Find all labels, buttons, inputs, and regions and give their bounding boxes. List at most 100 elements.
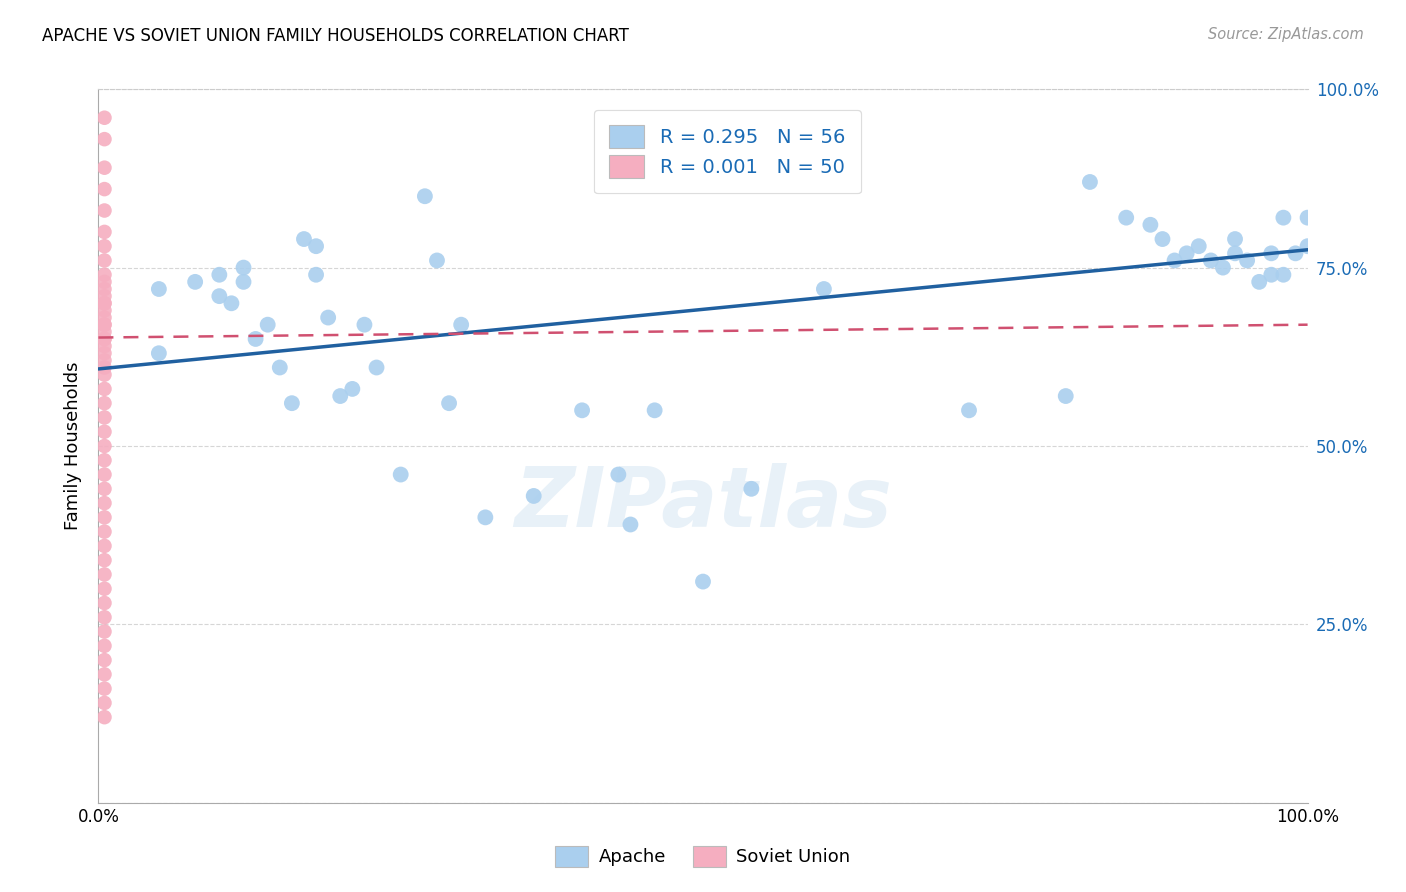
Point <box>1223 232 1246 246</box>
Point <box>1284 246 1306 260</box>
Point <box>93 496 115 510</box>
Point <box>93 296 115 310</box>
Point <box>93 596 115 610</box>
Point <box>305 268 328 282</box>
Point <box>93 303 115 318</box>
Point <box>93 360 115 375</box>
Point <box>413 189 436 203</box>
Point <box>1296 211 1319 225</box>
Point <box>93 382 115 396</box>
Point <box>93 318 115 332</box>
Point <box>619 517 641 532</box>
Point <box>93 453 115 467</box>
Point <box>93 624 115 639</box>
Point <box>740 482 762 496</box>
Point <box>93 310 115 325</box>
Point <box>342 382 364 396</box>
Legend: R = 0.295   N = 56, R = 0.001   N = 50: R = 0.295 N = 56, R = 0.001 N = 50 <box>593 110 860 194</box>
Point <box>437 396 460 410</box>
Point <box>93 182 115 196</box>
Point <box>1272 211 1295 225</box>
Point <box>1115 211 1137 225</box>
Point <box>1249 275 1271 289</box>
Point <box>93 567 115 582</box>
Point <box>232 260 254 275</box>
Text: APACHE VS SOVIET UNION FAMILY HOUSEHOLDS CORRELATION CHART: APACHE VS SOVIET UNION FAMILY HOUSEHOLDS… <box>42 27 628 45</box>
Point <box>269 360 291 375</box>
Text: Source: ZipAtlas.com: Source: ZipAtlas.com <box>1208 27 1364 42</box>
Point <box>184 275 207 289</box>
Point <box>644 403 666 417</box>
Point <box>93 653 115 667</box>
Point <box>957 403 980 417</box>
Point <box>692 574 714 589</box>
Point <box>93 161 115 175</box>
Point <box>245 332 267 346</box>
Point <box>1163 253 1185 268</box>
Point <box>93 524 115 539</box>
Point <box>607 467 630 482</box>
Point <box>93 396 115 410</box>
Point <box>93 539 115 553</box>
Point <box>305 239 328 253</box>
Point <box>93 325 115 339</box>
Point <box>93 467 115 482</box>
Point <box>571 403 593 417</box>
Point <box>93 318 115 332</box>
Point <box>93 410 115 425</box>
Point <box>93 268 115 282</box>
Point <box>93 368 115 382</box>
Point <box>148 282 170 296</box>
Point <box>1078 175 1101 189</box>
Point <box>1054 389 1077 403</box>
Point <box>221 296 243 310</box>
Point <box>1139 218 1161 232</box>
Legend: Apache, Soviet Union: Apache, Soviet Union <box>548 838 858 874</box>
Point <box>1152 232 1174 246</box>
Point <box>813 282 835 296</box>
Point <box>93 332 115 346</box>
Point <box>93 681 115 696</box>
Point <box>93 239 115 253</box>
Point <box>523 489 546 503</box>
Point <box>93 203 115 218</box>
Point <box>281 396 304 410</box>
Point <box>208 289 231 303</box>
Point <box>93 332 115 346</box>
Point <box>93 482 115 496</box>
Point <box>1212 260 1234 275</box>
Point <box>93 111 115 125</box>
Point <box>93 289 115 303</box>
Point <box>316 310 339 325</box>
Point <box>1223 246 1246 260</box>
Point <box>389 467 412 482</box>
Point <box>93 425 115 439</box>
Point <box>1199 253 1222 268</box>
Text: ZIPatlas: ZIPatlas <box>515 463 891 543</box>
Point <box>1236 253 1258 268</box>
Y-axis label: Family Households: Family Households <box>65 362 83 530</box>
Point <box>292 232 315 246</box>
Point <box>93 339 115 353</box>
Point <box>208 268 231 282</box>
Point <box>450 318 472 332</box>
Point <box>93 132 115 146</box>
Point <box>366 360 388 375</box>
Point <box>1272 268 1295 282</box>
Point <box>93 696 115 710</box>
Point <box>93 225 115 239</box>
Point <box>93 346 115 360</box>
Point <box>1175 246 1198 260</box>
Point <box>93 639 115 653</box>
Point <box>93 710 115 724</box>
Point <box>1188 239 1211 253</box>
Point <box>93 296 115 310</box>
Point <box>329 389 352 403</box>
Point <box>93 510 115 524</box>
Point <box>93 667 115 681</box>
Point <box>474 510 496 524</box>
Point <box>232 275 254 289</box>
Point <box>93 275 115 289</box>
Point <box>93 439 115 453</box>
Point <box>148 346 170 360</box>
